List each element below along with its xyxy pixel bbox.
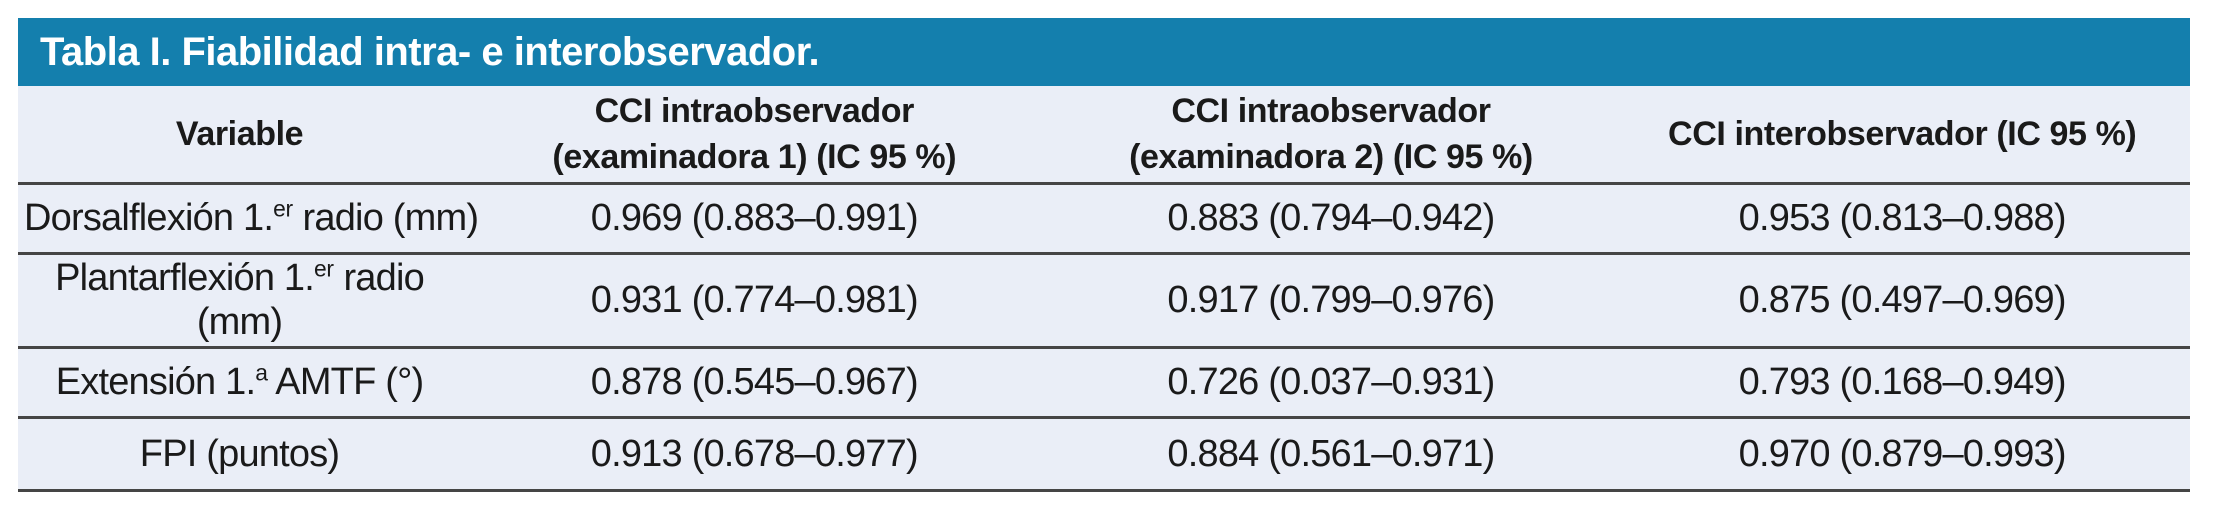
table-row-dorsalflexion: Dorsalflexión 1.er radio (mm) 0.969 (0.8… [18,181,2190,253]
cci-inter-value: 0.970 (0.879–0.993) [1614,415,2190,490]
cci-intra-1-value: 0.878 (0.545–0.967) [461,345,1048,417]
cci-intra-2-value: 0.884 (0.561–0.971) [1047,415,1615,490]
header-row: Variable CCI intraobservador (examinador… [18,86,2190,183]
cci-intra-2-value: 0.883 (0.794–0.942) [1047,181,1615,253]
reliability-table-card: Tabla I. Fiabilidad intra- e interobserv… [18,18,2190,492]
column-header-cci-intra-2: CCI intraobservador (examinadora 2) (IC … [1048,86,1615,183]
variable-label-line2: (mm) [196,301,283,343]
column-header-cci-intra-1: CCI intraobservador (examinadora 1) (IC … [461,86,1047,183]
variable-cell: FPI (puntos) [18,415,462,490]
variable-label: FPI (puntos) [139,432,340,475]
header-line-1: CCI intraobservador [1171,91,1491,130]
reliability-table: Variable CCI intraobservador (examinador… [18,86,2190,492]
variable-cell: Extensión 1.a AMTF (°) [18,345,462,417]
variable-label: Plantarflexión 1.er radio [55,255,425,299]
table-title-bar: Tabla I. Fiabilidad intra- e interobserv… [18,18,2190,86]
cci-inter-value: 0.793 (0.168–0.949) [1614,345,2190,417]
ordinal-superscript: a [255,359,268,386]
table-title: Tabla I. Fiabilidad intra- e interobserv… [40,29,820,74]
column-header-variable: Variable [18,86,461,183]
cci-inter-value: 0.875 (0.497–0.969) [1614,251,2190,347]
column-header-cci-inter: CCI interobservador (IC 95 %) [1614,86,2190,183]
cci-intra-2-value: 0.726 (0.037–0.931) [1047,345,1615,417]
cci-intra-1-value: 0.969 (0.883–0.991) [461,181,1048,253]
variable-cell: Dorsalflexión 1.er radio (mm) [18,181,479,253]
cci-intra-2-value: 0.917 (0.799–0.976) [1047,251,1615,347]
header-line-2: (examinadora 1) (IC 95 %) [552,137,957,176]
variable-label: Extensión 1.a AMTF (°) [55,359,424,403]
variable-label: Dorsalflexión 1.er radio (mm) [24,195,479,239]
ordinal-superscript: er [273,195,293,222]
ordinal-superscript: er [314,255,334,282]
header-line-1: CCI intraobservador [594,91,915,130]
table-row-extension: Extensión 1.a AMTF (°) 0.878 (0.545–0.96… [18,345,2190,417]
cci-intra-1-value: 0.931 (0.774–0.981) [461,251,1048,347]
header-line-2: (examinadora 2) (IC 95 %) [1129,137,1533,176]
header-line-1: Variable [175,114,304,153]
cci-inter-value: 0.953 (0.813–0.988) [1614,181,2190,253]
table-row-fpi: FPI (puntos) 0.913 (0.678–0.977) 0.884 (… [18,415,2190,490]
header-line-1: CCI interobservador (IC 95 %) [1668,114,2137,153]
table-row-plantarflexion: Plantarflexión 1.er radio (mm) 0.931 (0.… [18,251,2190,347]
cci-intra-1-value: 0.913 (0.678–0.977) [461,415,1048,490]
variable-cell: Plantarflexión 1.er radio (mm) [18,251,462,347]
